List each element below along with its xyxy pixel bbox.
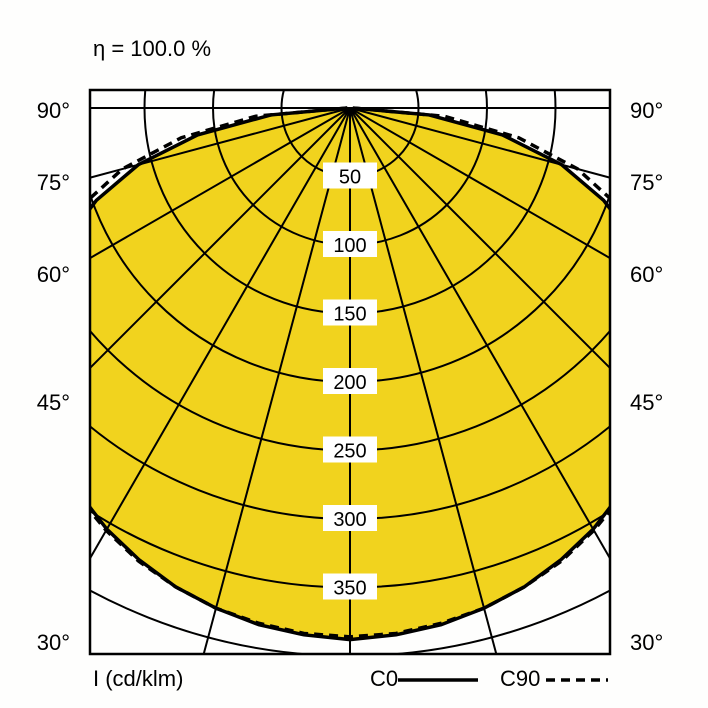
radial-tick: 150 <box>333 304 366 326</box>
unit-label: I (cd/klm) <box>93 666 183 691</box>
legend-c90: C90 <box>500 666 540 691</box>
radial-tick: 300 <box>333 509 366 531</box>
polar-chart: 50 100 150 200 250 300 350 30° 30° 45° 45° 60° 60° 75… <box>0 0 708 708</box>
radial-tick: 350 <box>333 578 366 600</box>
radial-tick: 200 <box>333 372 366 394</box>
radial-tick: 100 <box>333 235 366 257</box>
radial-tick: 50 <box>339 167 361 189</box>
legend-c0: C0 <box>370 666 398 691</box>
angle-tick-left: 30° <box>37 630 70 655</box>
angle-tick-right: 90° <box>630 98 663 123</box>
angle-tick-left: 60° <box>37 262 70 287</box>
angle-tick-right: 30° <box>630 630 663 655</box>
radial-tick: 250 <box>333 441 366 463</box>
angle-tick-right: 45° <box>630 390 663 415</box>
angle-tick-left: 45° <box>37 390 70 415</box>
angle-tick-right: 75° <box>630 170 663 195</box>
angle-tick-left: 90° <box>37 98 70 123</box>
angle-tick-right: 60° <box>630 262 663 287</box>
angle-tick-left: 75° <box>37 170 70 195</box>
chart-title: η = 100.0 % <box>93 36 211 61</box>
